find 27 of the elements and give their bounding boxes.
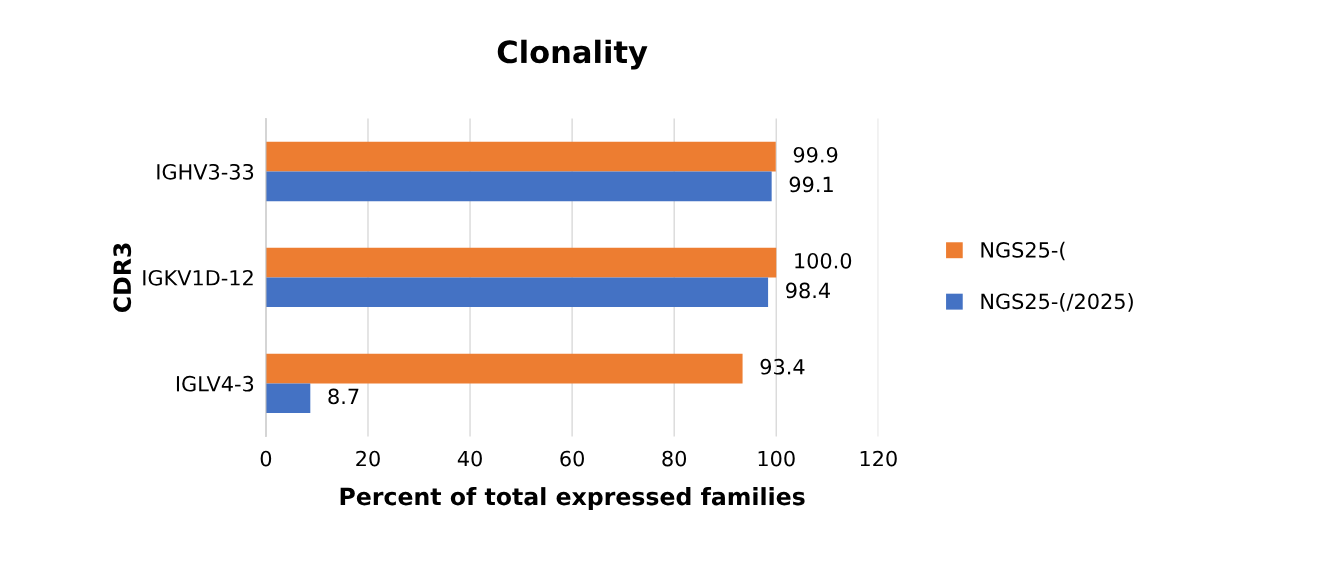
bar (265, 353, 743, 384)
chart-title: Clonality (497, 39, 648, 70)
y-tick-label: IGLV4-3 (176, 375, 254, 392)
legend-label: NGS25-( (981, 241, 1065, 261)
x-tick-label: 20 (356, 450, 380, 467)
bar (265, 247, 777, 278)
bar (265, 383, 311, 414)
x-axis-title: Percent of total expressed families (340, 487, 805, 510)
bar (265, 277, 769, 308)
x-tick-label: 0 (260, 450, 272, 467)
data-label: 100.0 (795, 252, 852, 269)
x-tick-label: 120 (860, 450, 897, 467)
data-label: 99.9 (793, 146, 838, 163)
x-tick-label: 60 (560, 450, 584, 467)
y-tick-label: IGKV1D-12 (143, 269, 253, 286)
bar (265, 171, 772, 202)
x-tick-label: 100 (758, 450, 795, 467)
y-tick-label: IGHV3-33 (157, 163, 254, 180)
legend-label: NGS25-(/2025) (981, 293, 1133, 312)
data-label: 98.4 (786, 282, 830, 299)
x-tick-label: 40 (457, 450, 482, 467)
bar (265, 141, 776, 172)
y-axis-title: CDR3 (113, 243, 132, 313)
data-label: 8.7 (328, 388, 359, 405)
data-label: 93.4 (760, 358, 805, 375)
x-tick-label: 80 (662, 450, 687, 467)
data-label: 99.1 (789, 176, 833, 193)
